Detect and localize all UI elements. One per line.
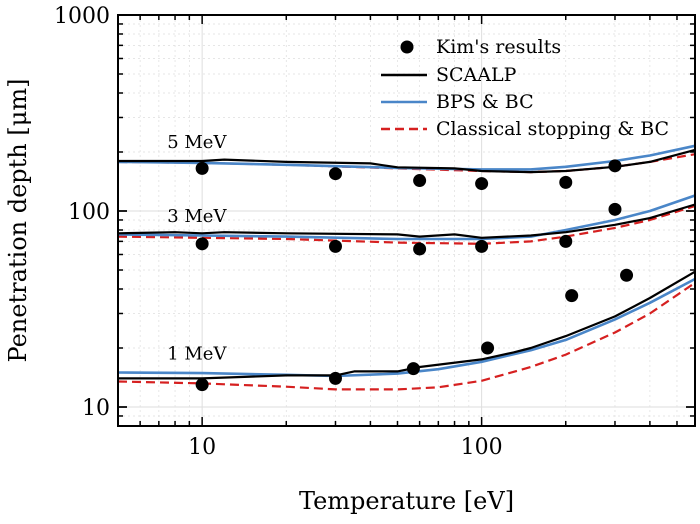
energy-annotations: 5 MeV 3 MeV 1 MeV: [167, 132, 227, 365]
series-5-mev-bps-bc-line: [117, 144, 696, 171]
series-5-mev-kim-s-results-point: [413, 174, 427, 188]
annotation-1mev: 1 MeV: [167, 343, 227, 364]
x-tick-label: 10: [188, 435, 216, 460]
series-1-mev-kim-s-results-point: [481, 341, 495, 355]
series-3-mev-bps-bc-line: [117, 194, 696, 241]
series-1-mev-kim-s-results-point: [406, 362, 420, 376]
y-tick-label: 10: [82, 396, 110, 421]
series-5-mev-kim-s-results-point: [475, 177, 489, 191]
legend-label-bps: BPS & BC: [436, 91, 534, 113]
series-5-mev-kim-s-results-point: [559, 175, 573, 189]
y-axis-label: Penetration depth [μm]: [4, 79, 32, 363]
legend-label-scaalp: SCAALP: [436, 64, 517, 86]
series-1-mev-kim-s-results-point: [328, 371, 342, 385]
series-1-mev-classical-stopping-bc-line: [117, 281, 696, 391]
legend: Kim's results SCAALP BPS & BC Classical …: [381, 36, 669, 140]
series-3-mev-kim-s-results-point: [328, 239, 342, 253]
axis-ticks: [117, 14, 695, 427]
legend-item-bps: BPS & BC: [381, 91, 534, 113]
series-5-mev-kim-s-results-point: [195, 161, 209, 175]
legend-item-classical: Classical stopping & BC: [381, 118, 669, 140]
series-5-mev-kim-s-results-point: [608, 159, 622, 173]
legend-label-classical: Classical stopping & BC: [436, 118, 669, 140]
series-3-mev-kim-s-results-point: [559, 234, 573, 248]
series-1-mev-kim-s-results-point: [565, 289, 579, 303]
series-3-mev-classical-stopping-bc-line: [117, 204, 696, 245]
series-1-mev-bps-bc-line: [117, 277, 696, 378]
series-3-mev-kim-s-results-point: [195, 237, 209, 251]
series-3-mev-kim-s-results-point: [413, 242, 427, 256]
y-tick-label: 100: [68, 200, 110, 225]
x-axis-label: Temperature [eV]: [299, 487, 514, 515]
legend-item-scaalp: SCAALP: [381, 64, 517, 86]
y-tick-label: 1000: [54, 4, 110, 29]
legend-marker-kim: [400, 40, 414, 54]
series-layer: [117, 144, 696, 392]
x-tick-label: 100: [461, 435, 503, 460]
series-3-mev-kim-s-results-point: [608, 202, 622, 216]
series-1-mev-kim-s-results-point: [620, 268, 634, 282]
series-3-mev-scaalp-line: [117, 203, 696, 239]
series-3-mev-kim-s-results-point: [475, 239, 489, 253]
series-5-mev-kim-s-results-point: [328, 167, 342, 181]
annotation-3mev: 3 MeV: [167, 206, 227, 227]
series-1-mev-scaalp-line: [118, 270, 696, 380]
legend-item-kim: Kim's results: [400, 36, 561, 58]
legend-label-kim: Kim's results: [436, 36, 561, 58]
tick-labels: 10 100 10 100 1000: [54, 4, 503, 460]
gridlines: [117, 15, 695, 427]
annotation-5mev: 5 MeV: [167, 132, 227, 153]
series-1-mev-kim-s-results-point: [195, 378, 209, 392]
